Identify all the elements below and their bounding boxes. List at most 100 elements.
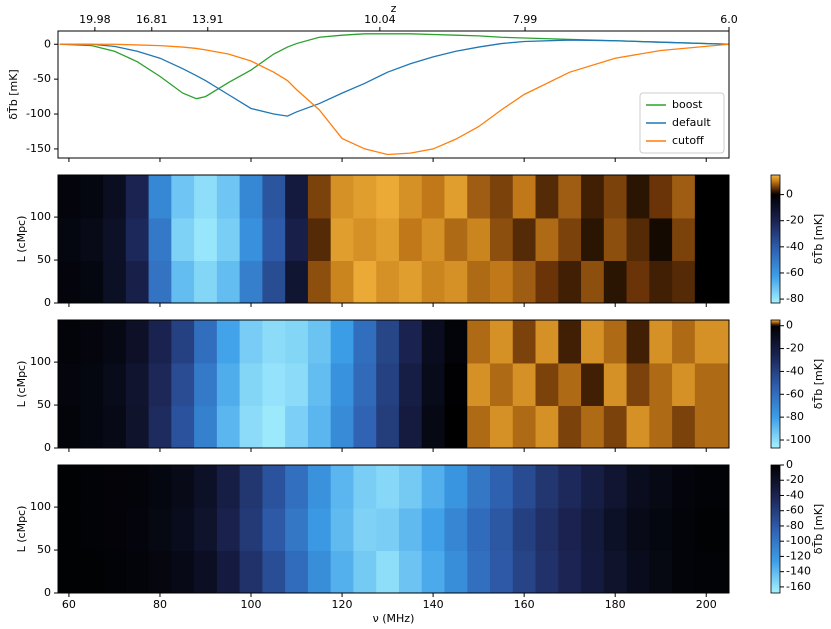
y-tick-label: 50 bbox=[37, 253, 51, 266]
heatmap-cell bbox=[148, 507, 172, 551]
heatmap-cell bbox=[262, 260, 286, 304]
colorbar-tick-label: 0 bbox=[786, 188, 793, 201]
heatmap-cell bbox=[558, 260, 582, 304]
heatmap-cell bbox=[467, 507, 491, 551]
heatmap-cell bbox=[398, 550, 423, 594]
series-line bbox=[59, 39, 730, 117]
heatmap-cell bbox=[376, 320, 400, 364]
heatmap-cell bbox=[512, 260, 537, 304]
heatmap-cell bbox=[421, 507, 445, 551]
heatmap-cell bbox=[58, 217, 81, 261]
colorbar-tick-label: -40 bbox=[786, 488, 804, 501]
top-tick-label: 7.99 bbox=[513, 13, 538, 26]
heatmap-cell bbox=[376, 550, 400, 594]
x-axis-label: ν (MHz) bbox=[373, 612, 415, 625]
heatmap-cell bbox=[490, 405, 514, 449]
heatmap-cell bbox=[239, 507, 263, 551]
colorbar-tick-label: -100 bbox=[786, 534, 811, 547]
heatmap-cell bbox=[194, 550, 218, 594]
heatmap-cell bbox=[239, 260, 263, 304]
y-axis-label: L (cMpc) bbox=[15, 361, 28, 408]
heatmap-cell bbox=[581, 550, 605, 594]
heatmap-cell bbox=[558, 405, 582, 449]
heatmap-cell bbox=[330, 217, 354, 261]
heatmap-cell bbox=[80, 175, 104, 219]
colorbar-tick-label: 0 bbox=[786, 319, 793, 332]
heatmap-cell bbox=[103, 405, 127, 449]
heatmap-cell bbox=[58, 465, 81, 509]
heatmap-cell bbox=[285, 175, 309, 219]
heatmap-cell bbox=[216, 507, 241, 551]
colorbar bbox=[770, 464, 781, 594]
heatmap-cell bbox=[171, 260, 195, 304]
x-tick-label: 140 bbox=[423, 598, 444, 611]
heatmap-cell bbox=[467, 465, 491, 509]
heatmap-cell bbox=[376, 507, 400, 551]
heatmap-cell bbox=[171, 362, 195, 406]
heatmap-cell bbox=[216, 320, 241, 364]
heatmap-cell bbox=[444, 405, 468, 449]
heatmap-cell bbox=[558, 217, 582, 261]
heatmap-cell bbox=[80, 362, 104, 406]
heatmap-cell bbox=[694, 465, 730, 509]
heatmap-cell bbox=[148, 260, 172, 304]
heatmap-cell bbox=[58, 362, 81, 406]
heatmap-cell bbox=[125, 507, 150, 551]
y-tick-label: 50 bbox=[37, 398, 51, 411]
heatmap-cell bbox=[353, 465, 377, 509]
axes-frame bbox=[57, 464, 730, 594]
heatmap-cell bbox=[58, 550, 81, 594]
y-tick-label: -50 bbox=[33, 72, 51, 85]
colorbar-tick-label: -20 bbox=[786, 473, 804, 486]
heatmap-cell bbox=[603, 362, 628, 406]
y-tick-label: 100 bbox=[30, 355, 51, 368]
axes-frame bbox=[57, 30, 730, 159]
heatmap-cell bbox=[148, 362, 172, 406]
heatmap-cell bbox=[581, 465, 605, 509]
heatmap-cell bbox=[535, 260, 559, 304]
colorbar-tick-label: -160 bbox=[786, 580, 811, 593]
colorbar-label: δT̄b [mK] bbox=[812, 214, 825, 264]
heatmap-cell bbox=[307, 507, 332, 551]
heatmap-cell bbox=[330, 260, 354, 304]
heatmap-cell bbox=[376, 362, 400, 406]
heatmap-cell bbox=[398, 320, 423, 364]
heatmap-cell bbox=[421, 362, 445, 406]
heatmap-cell bbox=[285, 362, 309, 406]
colorbar-tick-label: -140 bbox=[786, 565, 811, 578]
heatmap-cell bbox=[672, 320, 696, 364]
colorbar-label: δT̄b [mK] bbox=[812, 504, 825, 554]
heatmap-cell bbox=[649, 175, 673, 219]
heatmap-cell bbox=[626, 217, 650, 261]
x-tick-label: 100 bbox=[241, 598, 262, 611]
heatmap-cell bbox=[285, 465, 309, 509]
heatmap-cell bbox=[194, 507, 218, 551]
heatmap-cell bbox=[353, 405, 377, 449]
heatmap-cell bbox=[398, 260, 423, 304]
heatmap-cell bbox=[444, 507, 468, 551]
heatmap-cell bbox=[376, 260, 400, 304]
heatmap-cell bbox=[58, 175, 81, 219]
heatmap-cell bbox=[512, 507, 537, 551]
heatmap-cell bbox=[649, 405, 673, 449]
heatmap-cell bbox=[558, 465, 582, 509]
heatmap-cell bbox=[398, 175, 423, 219]
heatmap-cell bbox=[398, 507, 423, 551]
heatmap-cell bbox=[285, 405, 309, 449]
heatmap-cell bbox=[626, 550, 650, 594]
heatmap-cell bbox=[262, 507, 286, 551]
heatmap-cell bbox=[490, 550, 514, 594]
heatmap-cell bbox=[194, 260, 218, 304]
heatmap-cell bbox=[512, 465, 537, 509]
heatmap-cell bbox=[330, 405, 354, 449]
heatmap-cell bbox=[125, 362, 150, 406]
heatmap-cell bbox=[421, 260, 445, 304]
heatmap-cell bbox=[285, 507, 309, 551]
heatmap-cell bbox=[216, 362, 241, 406]
colorbar-tick-label: -40 bbox=[786, 240, 804, 253]
heatmap-cell bbox=[626, 405, 650, 449]
heatmap-cell bbox=[216, 217, 241, 261]
top-tick-label: 6.0 bbox=[720, 13, 738, 26]
heatmap-cell bbox=[398, 465, 423, 509]
